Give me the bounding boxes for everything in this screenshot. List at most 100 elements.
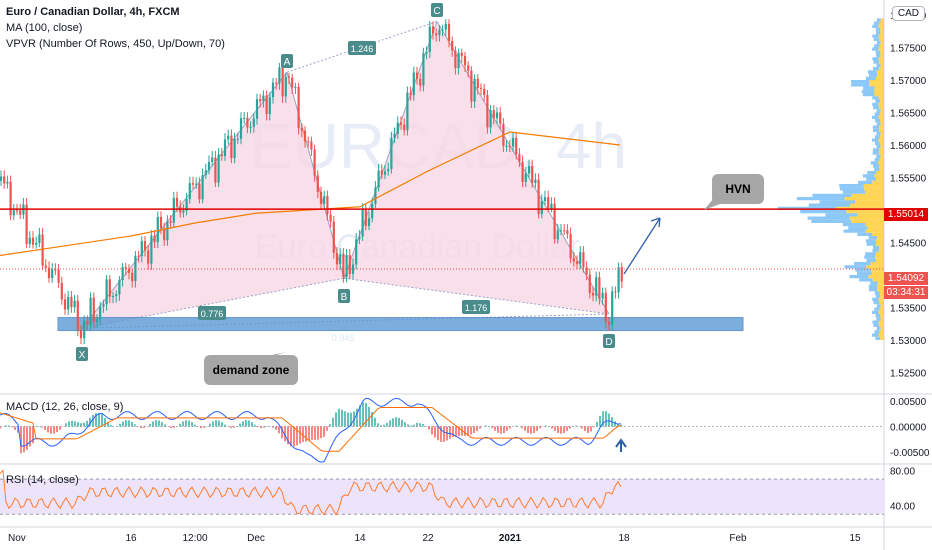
- macd-histogram-bar: [338, 408, 340, 427]
- macd-histogram-bar: [386, 422, 388, 427]
- macd-histogram-bar: [365, 403, 367, 427]
- macd-histogram-bar: [20, 426, 22, 454]
- macd-histogram-bar: [566, 426, 568, 431]
- macd-histogram-bar: [170, 426, 172, 429]
- candle-body: [527, 165, 531, 174]
- macd-histogram-bar: [323, 426, 325, 437]
- candle-body: [342, 254, 345, 278]
- candle-body: [588, 274, 591, 293]
- candle-body: [278, 67, 281, 84]
- macd-histogram-bar: [122, 421, 124, 427]
- macd-histogram-bar: [617, 424, 619, 427]
- candle-body: [339, 254, 342, 265]
- macd-histogram-bar: [77, 422, 79, 427]
- macd-histogram-bar: [317, 426, 319, 440]
- candle-body: [403, 124, 406, 131]
- macd-histogram-bar: [50, 426, 52, 434]
- macd-histogram-bar: [32, 426, 34, 444]
- macd-histogram-bar: [563, 426, 565, 433]
- pivot-X: [76, 347, 88, 361]
- macd-histogram-bar: [539, 426, 541, 429]
- candle-body: [6, 181, 9, 184]
- candle-body: [99, 306, 102, 320]
- macd-histogram-bar: [59, 426, 61, 430]
- candle-body: [166, 221, 169, 241]
- candle-body: [415, 72, 419, 79]
- macd-histogram-bar: [407, 424, 409, 427]
- candle-body: [326, 196, 329, 215]
- macd-histogram-bar: [248, 420, 250, 427]
- candle-body: [431, 26, 435, 34]
- ratio-box: [462, 300, 490, 314]
- macd-histogram-bar: [134, 424, 136, 427]
- ma-legend: MA (100, close): [6, 22, 83, 34]
- macd-histogram-bar: [74, 421, 76, 427]
- ma-line: [0, 131, 621, 257]
- candle-body: [323, 196, 326, 204]
- candle-body: [569, 233, 572, 259]
- candle-body: [582, 252, 585, 268]
- macd-histogram-bar: [467, 426, 469, 436]
- hvn-callout: HVN: [712, 174, 764, 204]
- macd-histogram-bar: [437, 426, 439, 441]
- macd-axis-label: 0.00000: [890, 422, 927, 433]
- candle-body: [291, 77, 294, 88]
- candle-body: [137, 255, 140, 257]
- macd-histogram-bar: [161, 422, 163, 427]
- candle-body: [361, 209, 364, 237]
- rsi-axis-label: 40.00: [890, 501, 915, 512]
- candle-body: [70, 296, 73, 308]
- candle-body: [28, 237, 31, 244]
- candle-body: [86, 320, 89, 325]
- macd-histogram-bar: [593, 426, 595, 428]
- price-axis-label: 1.53000: [890, 336, 927, 347]
- candle-body: [463, 55, 467, 66]
- candle-body: [115, 294, 118, 296]
- candle-body: [316, 175, 319, 192]
- macd-histogram-bar: [602, 411, 604, 427]
- ratio-label: 1.176: [465, 303, 488, 313]
- pivot-label-A: A: [284, 57, 291, 68]
- macd-histogram-bar: [356, 408, 358, 427]
- macd-histogram-bar: [287, 426, 289, 445]
- macd-histogram-bar: [8, 425, 10, 427]
- macd-histogram-bar: [224, 424, 226, 427]
- candle-body: [396, 122, 399, 134]
- candle-body: [67, 296, 70, 310]
- time-axis-label: Nov: [8, 533, 26, 544]
- macd-histogram-bar: [314, 426, 316, 440]
- currency-button[interactable]: CAD: [891, 6, 925, 21]
- candle-body: [102, 304, 105, 307]
- macd-histogram-bar: [581, 426, 583, 429]
- macd-histogram-bar: [473, 426, 475, 434]
- candle-body: [54, 269, 57, 271]
- demand-zone-callout: demand zone: [204, 355, 298, 385]
- candle-body: [367, 218, 371, 227]
- macd-histogram-bar: [143, 426, 145, 428]
- macd-histogram-bar: [218, 420, 220, 427]
- macd-histogram-bar: [458, 426, 460, 437]
- pattern-ratio-line-BD: [343, 277, 610, 315]
- macd-histogram-bar: [410, 425, 412, 427]
- candle-body: [451, 40, 454, 51]
- macd-histogram-bar: [302, 426, 304, 442]
- macd-histogram-bar: [26, 426, 28, 450]
- macd-histogram-bar: [110, 424, 112, 427]
- candle-body: [118, 280, 121, 295]
- macd-histogram-bar: [308, 426, 310, 441]
- candle-body: [393, 133, 396, 139]
- macd-histogram-bar: [434, 426, 436, 438]
- pivot-label-C: C: [433, 6, 440, 17]
- candle-body: [124, 267, 127, 269]
- macd-histogram-bar: [347, 412, 349, 427]
- vpvr-profile: [777, 18, 884, 340]
- macd-histogram-bar: [149, 423, 151, 427]
- ratio-label: 1.246: [351, 44, 374, 54]
- macd-histogram-bar: [476, 426, 478, 432]
- candle-body: [38, 234, 41, 243]
- macd-histogram-bar: [440, 426, 442, 442]
- macd-histogram-bar: [380, 425, 382, 427]
- candle-body: [108, 279, 111, 297]
- candle-body: [163, 228, 166, 241]
